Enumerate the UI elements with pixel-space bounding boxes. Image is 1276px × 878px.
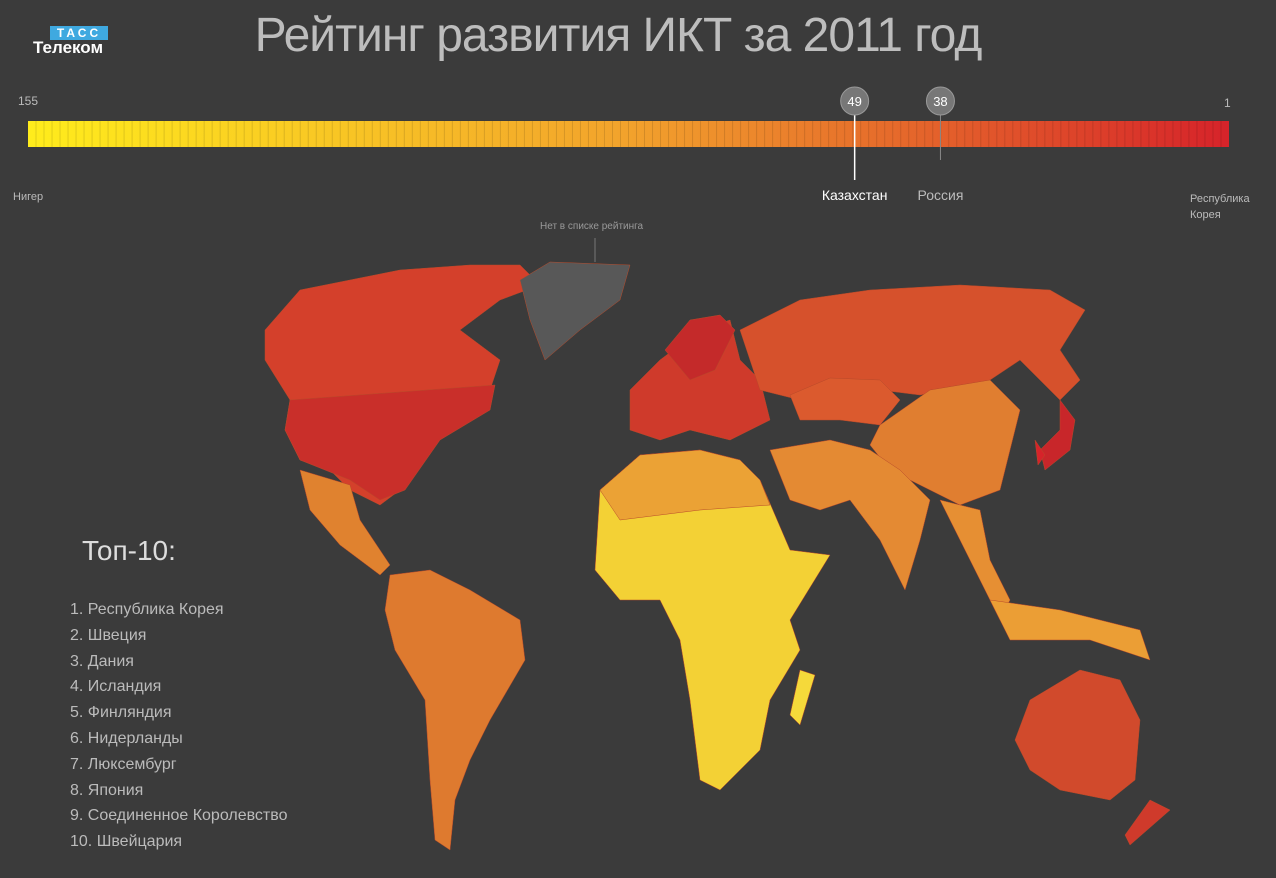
scale-max-rank: 1 <box>1224 96 1231 110</box>
top10-list: 1. Республика Корея 2. Швеция 3. Дания 4. И… <box>70 597 287 855</box>
top10-item: 5. Финляндия <box>70 704 172 722</box>
top10-item: 6. Нидерланды <box>70 729 183 747</box>
top10-item: 9. Соединенное Королевство <box>70 807 288 825</box>
top10-title: Топ-10: <box>82 535 176 566</box>
rank-scale-bar <box>28 121 1229 147</box>
top10-item: 1. Республика Корея <box>70 601 224 618</box>
marker-country: Казахстан <box>822 187 888 203</box>
continents <box>264 261 1171 851</box>
top10-item: 7. Люксембург <box>70 755 177 773</box>
title: Рейтинг развития ИКТ за 2011 год <box>254 9 983 62</box>
top10-item: 4. Исландия <box>70 678 162 696</box>
scale-min-rank: 155 <box>18 94 39 108</box>
marker-rank: 38 <box>933 94 947 109</box>
marker-circle <box>925 86 955 116</box>
scale-max-label: Республика Корея <box>1190 193 1250 221</box>
unranked-label: Нет в списке рейтинга <box>540 221 644 232</box>
logo-bottom: Телеком <box>33 38 104 57</box>
scale-min-label: Нигер <box>13 191 44 203</box>
logo-top: ТАСС <box>50 26 108 40</box>
marker-circle <box>840 86 870 116</box>
top10-item: 3. Дания <box>70 652 134 670</box>
marker-rank: 49 <box>847 94 861 109</box>
top10-item: 10. Швейцария <box>70 833 183 851</box>
top10-item: 2. Швеция <box>70 626 147 644</box>
marker-country: Россия <box>917 187 963 203</box>
top10-item: 8. Япония <box>70 781 144 799</box>
